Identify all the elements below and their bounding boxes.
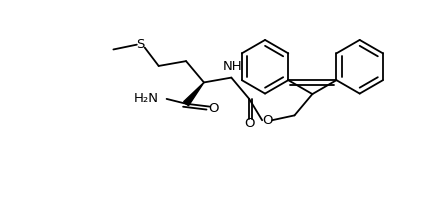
Text: S: S: [137, 38, 145, 51]
Text: O: O: [262, 114, 273, 127]
Text: H₂N: H₂N: [134, 92, 159, 105]
Text: O: O: [244, 117, 254, 130]
Polygon shape: [184, 82, 204, 106]
Text: NH: NH: [223, 60, 242, 73]
Text: O: O: [208, 102, 219, 115]
